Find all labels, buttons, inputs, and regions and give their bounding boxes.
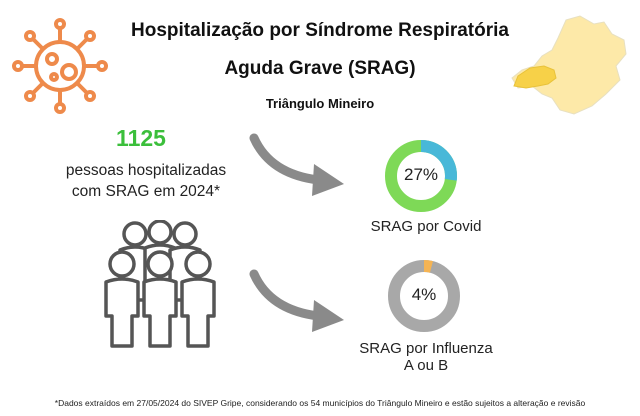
influenza-donut (388, 260, 460, 332)
page-title-line1: Hospitalização por Síndrome Respiratória (131, 20, 509, 41)
count-description-line2: com SRAG em 2024* (71, 183, 221, 200)
covid-donut (385, 140, 457, 212)
covid-percent: 27% (403, 165, 439, 184)
hospitalization-count: 1125 (116, 125, 166, 151)
virus-icon (12, 18, 108, 114)
people-group-icon (104, 220, 216, 348)
covid-indicator: 27% SRAG por Covid (356, 136, 496, 236)
page-subtitle: Triângulo Mineiro (265, 96, 375, 111)
curved-arrow-icon (249, 269, 344, 332)
minas-gerais-map-icon (511, 15, 627, 115)
influenza-caption: SRAG por Influenza A ou B (346, 340, 506, 374)
covid-caption: SRAG por Covid (370, 218, 482, 235)
count-description-line1: pessoas hospitalizadas (65, 162, 227, 179)
count-description: pessoas hospitalizadas com SRAG em 2024* (40, 160, 252, 202)
influenza-indicator: 4% SRAG por Influenza A ou B (346, 256, 506, 376)
page-title-line2: Aguda Grave (SRAG) (224, 58, 416, 79)
curved-arrow-icon (249, 133, 344, 196)
footnote: *Dados extraídos em 27/05/2024 do SIVEP … (54, 398, 586, 408)
influenza-caption-line2: A ou B (403, 357, 449, 374)
influenza-percent: 4% (411, 285, 437, 304)
influenza-caption-line1: SRAG por Influenza (359, 340, 493, 357)
